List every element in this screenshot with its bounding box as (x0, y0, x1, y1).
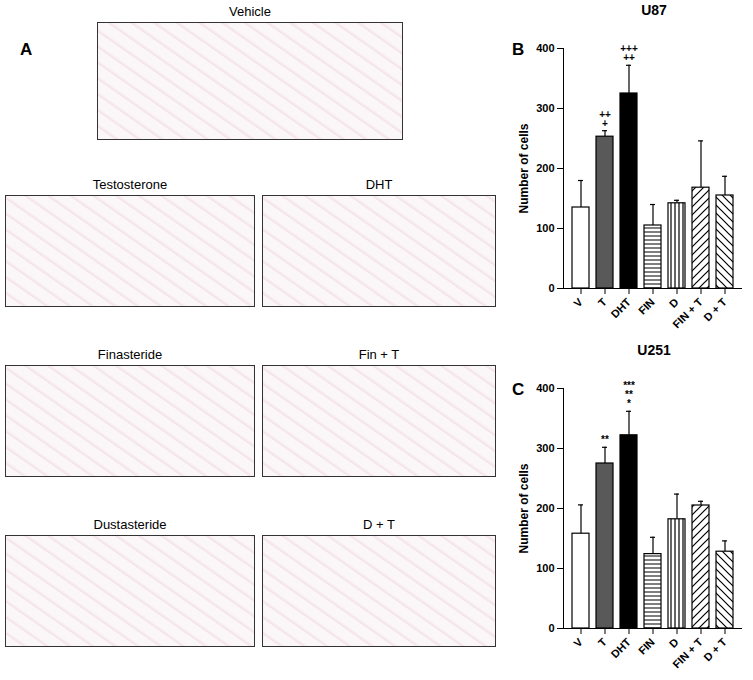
svg-text:FIN + T: FIN + T (670, 636, 705, 671)
svg-text:V: V (571, 295, 585, 309)
svg-text:T: T (596, 296, 609, 309)
svg-text:300: 300 (536, 102, 554, 114)
svg-text:FIN: FIN (636, 636, 657, 657)
svg-text:400: 400 (536, 42, 554, 54)
html-text:Fin + T: Fin + T (358, 347, 400, 362)
html-text:C: C (512, 380, 525, 399)
svg-text:******: ****** (623, 380, 635, 409)
html-text:D + T: D + T (363, 517, 395, 532)
html-text:A: A (20, 40, 33, 59)
svg-text:+++++: +++++ (620, 43, 638, 63)
html-text:Dustasteride: Dustasteride (93, 517, 167, 532)
svg-text:100: 100 (536, 562, 554, 574)
svg-text:Number of cells: Number of cells (517, 463, 531, 553)
svg-text:**: ** (601, 434, 609, 445)
svg-text:300: 300 (536, 442, 554, 454)
svg-text:400: 400 (536, 382, 554, 394)
html-text:U87: U87 (641, 2, 667, 18)
svg-text:100: 100 (536, 222, 554, 234)
svg-text:FIN: FIN (636, 296, 657, 317)
svg-text:D + T: D + T (701, 296, 729, 324)
svg-text:Number of cells: Number of cells (517, 123, 531, 213)
svg-text:D: D (667, 636, 681, 650)
svg-text:0: 0 (548, 282, 554, 294)
svg-text:T: T (596, 636, 609, 649)
svg-text:D + T: D + T (701, 636, 729, 664)
html-text:DHT: DHT (365, 177, 393, 192)
svg-text:200: 200 (536, 162, 554, 174)
svg-text:+++: +++ (599, 109, 611, 129)
svg-text:0: 0 (548, 622, 554, 634)
html-text:Testosterone: Testosterone (92, 177, 168, 192)
html-text:Finasteride: Finasteride (97, 347, 163, 362)
html-text:Vehicle: Vehicle (229, 4, 271, 19)
svg-text:FIN + T: FIN + T (670, 296, 705, 331)
svg-text:DHT: DHT (608, 296, 633, 321)
svg-text:D: D (667, 296, 681, 310)
svg-text:DHT: DHT (608, 636, 633, 661)
html-text:U251: U251 (637, 342, 671, 358)
svg-text:200: 200 (536, 502, 554, 514)
html-text:B: B (512, 40, 525, 59)
svg-text:V: V (571, 635, 585, 649)
